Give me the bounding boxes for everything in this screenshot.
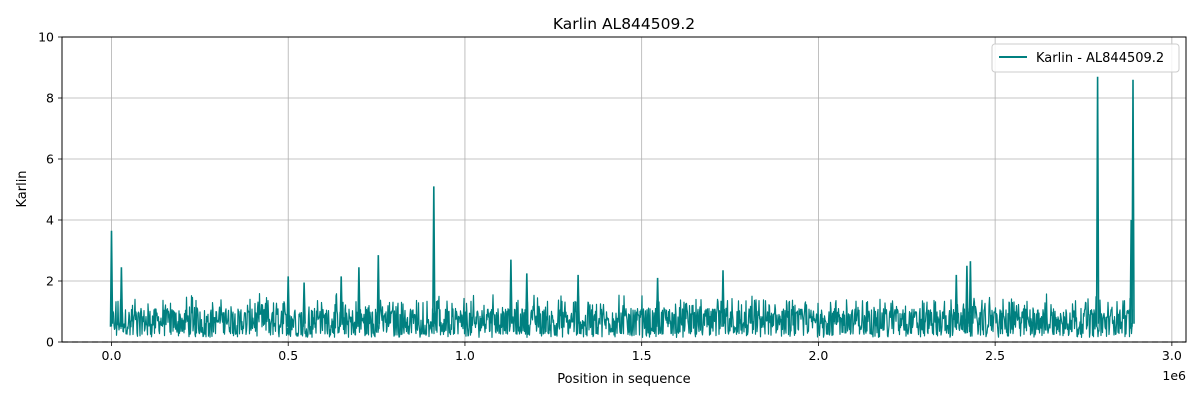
x-tick-label: 1.5 xyxy=(632,348,652,363)
y-axis: 0 2 4 6 8 10 xyxy=(38,30,62,350)
series-peak xyxy=(965,265,969,327)
y-tick-label: 2 xyxy=(46,274,54,289)
series-layer xyxy=(109,76,1135,338)
series-peak xyxy=(1131,79,1135,327)
series-peak xyxy=(286,276,290,327)
plot-frame xyxy=(61,36,1187,343)
series-peak xyxy=(655,277,660,327)
x-tick-label: 1.0 xyxy=(455,348,475,363)
legend-label: Karlin - AL844509.2 xyxy=(1036,51,1164,66)
series-peak xyxy=(109,230,114,327)
series-peak xyxy=(1095,76,1100,327)
series-peak xyxy=(376,255,381,327)
series-line xyxy=(110,293,1134,338)
series-peak xyxy=(525,273,529,327)
series-peak xyxy=(721,270,725,327)
y-axis-title: Karlin xyxy=(15,170,30,207)
x-tick-label: 0.5 xyxy=(278,348,298,363)
y-tick-label: 6 xyxy=(46,152,54,167)
y-tick-label: 10 xyxy=(38,30,54,45)
x-tick-label: 2.5 xyxy=(985,348,1005,363)
x-axis: 0.0 0.5 1.0 1.5 2.0 2.5 3.0 xyxy=(102,342,1182,363)
series-peak xyxy=(968,261,973,327)
series-peak xyxy=(302,282,306,327)
x-tick-label: 3.0 xyxy=(1162,348,1182,363)
series-peak xyxy=(954,274,959,327)
series-peak xyxy=(357,267,361,327)
plot-area xyxy=(62,37,1186,342)
series-peak xyxy=(432,186,436,327)
series-peak xyxy=(119,267,124,327)
y-tick-label: 4 xyxy=(46,213,54,228)
chart-title: Karlin AL844509.2 xyxy=(553,15,695,33)
y-tick-label: 8 xyxy=(46,91,54,106)
series-peak xyxy=(339,276,343,327)
legend: Karlin - AL844509.2 xyxy=(991,43,1180,73)
x-axis-offset-label: 1e6 xyxy=(1162,368,1186,383)
x-axis-title: Position in sequence xyxy=(557,372,690,387)
y-tick-label: 0 xyxy=(46,335,54,350)
series-peak xyxy=(509,259,513,327)
legend-box xyxy=(991,43,1180,73)
x-tick-label: 2.0 xyxy=(808,348,828,363)
series-peak xyxy=(576,274,580,327)
x-tick-label: 0.0 xyxy=(102,348,122,363)
